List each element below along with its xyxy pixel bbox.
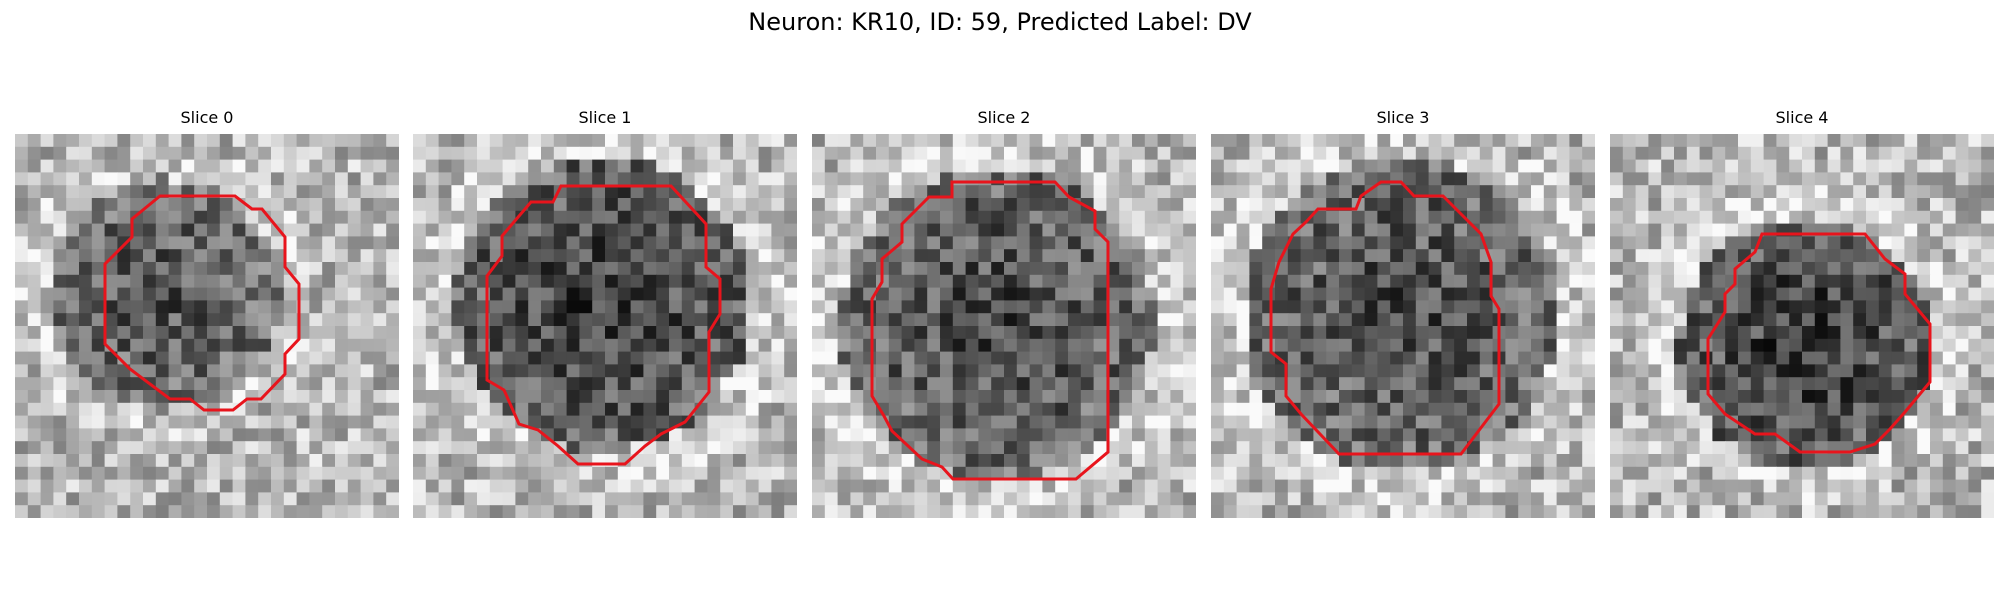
segmentation-contour	[870, 180, 1110, 481]
slice-image	[1211, 134, 1595, 518]
panel-title: Slice 0	[180, 108, 234, 127]
panel-slice-3: Slice 3	[1211, 108, 1595, 518]
panel-title: Slice 1	[578, 108, 632, 127]
panel-slice-4: Slice 4	[1610, 108, 1994, 518]
slice-image	[812, 134, 1196, 518]
panel-slice-0: Slice 0	[15, 108, 399, 518]
slice-image	[15, 134, 399, 518]
slice-image	[1610, 134, 1994, 518]
figure-title: Neuron: KR10, ID: 59, Predicted Label: D…	[748, 8, 1252, 36]
panel-title: Slice 4	[1775, 108, 1829, 127]
panel-title: Slice 2	[977, 108, 1031, 127]
segmentation-contour	[103, 194, 301, 412]
segmentation-contour	[1706, 232, 1932, 454]
slice-image	[413, 134, 797, 518]
segmentation-contour	[485, 184, 722, 466]
panel-slice-1: Slice 1	[413, 108, 797, 518]
panel-title: Slice 3	[1376, 108, 1430, 127]
panel-slice-2: Slice 2	[812, 108, 1196, 518]
segmentation-contour	[1269, 180, 1501, 456]
